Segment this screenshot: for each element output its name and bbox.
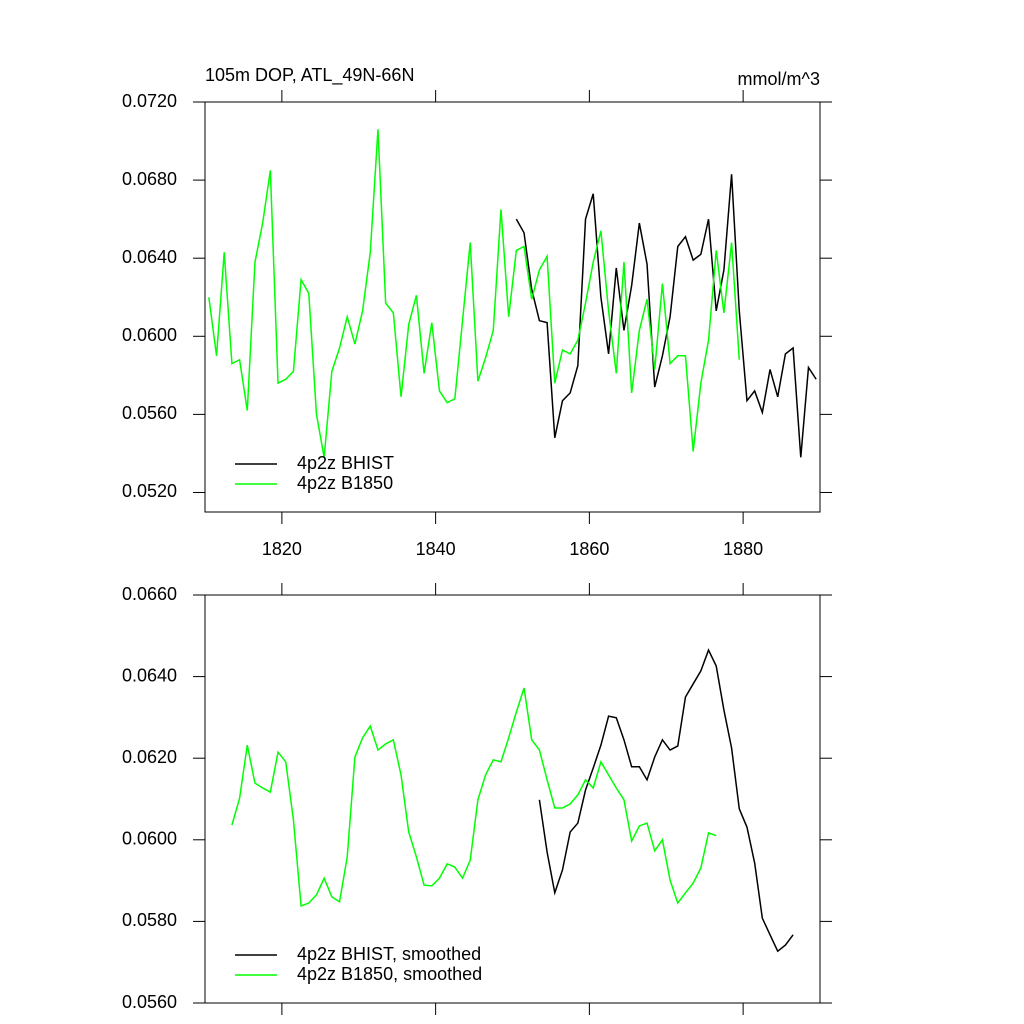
units-label: mmol/m^3 [738, 69, 820, 89]
plot-frame [204, 594, 821, 1004]
series-line [208, 129, 741, 458]
legend-label: 4p2z BHIST [297, 453, 394, 473]
y-tick-label: 0.0600 [122, 829, 177, 849]
legend-label: 4p2z B1850 [297, 473, 393, 493]
y-tick-label: 0.0560 [122, 403, 177, 423]
x-tick-label: 1820 [262, 539, 302, 559]
y-tick-label: 0.0560 [122, 992, 177, 1012]
x-tick-label: 1880 [723, 539, 763, 559]
legend-label: 4p2z B1850, smoothed [297, 964, 482, 984]
y-tick-label: 0.0620 [122, 747, 177, 767]
plot-frame [204, 101, 821, 513]
y-tick-label: 0.0520 [122, 481, 177, 501]
y-tick-label: 0.0640 [122, 247, 177, 267]
series-line [538, 648, 794, 953]
y-tick-label: 0.0720 [122, 91, 177, 111]
y-tick-label: 0.0580 [122, 910, 177, 930]
y-tick-label: 0.0680 [122, 169, 177, 189]
series-line [515, 174, 817, 458]
x-tick-label: 1860 [569, 539, 609, 559]
y-tick-label: 0.0660 [122, 584, 177, 604]
x-tick-label: 1840 [416, 539, 456, 559]
series-line [231, 687, 717, 907]
y-tick-label: 0.0600 [122, 325, 177, 345]
chart-title: 105m DOP, ATL_49N-66N [205, 65, 414, 86]
y-tick-label: 0.0640 [122, 665, 177, 685]
legend-label: 4p2z BHIST, smoothed [297, 944, 481, 964]
